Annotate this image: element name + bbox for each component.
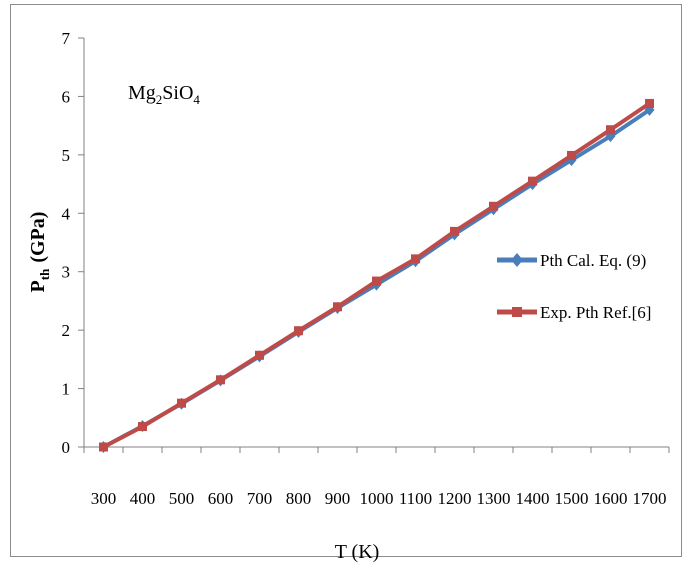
data-point-exp [372,276,381,286]
x-tick-label: 1200 [438,489,472,508]
legend-item-exp[interactable]: Exp. Pth Ref.[6] [497,303,651,322]
x-tick-label: 900 [325,489,351,508]
data-point-exp [255,350,264,360]
y-tick-label: 5 [62,146,71,165]
data-point-exp [99,442,108,452]
x-tick-label: 300 [91,489,117,508]
y-tick-label: 1 [62,380,71,399]
x-tick-label: 1000 [360,489,394,508]
y-tick-label: 0 [62,438,71,457]
x-tick-label: 1400 [516,489,550,508]
chart-frame [10,4,682,557]
legend: Pth Cal. Eq. (9) Exp. Pth Ref.[6] [497,251,651,322]
legend-marker-cal [511,253,523,267]
legend-item-cal[interactable]: Pth Cal. Eq. (9) [497,251,646,270]
data-point-exp [294,326,303,336]
series-layer [98,98,655,453]
data-point-exp [489,201,498,211]
data-point-exp [216,375,225,385]
x-tick-label: 1600 [594,489,628,508]
data-point-exp [411,254,420,264]
x-tick-label: 700 [247,489,273,508]
y-tick-label: 3 [62,263,71,282]
compound-annotation: Mg2SiO4 [128,82,200,107]
y-axis-title: Pth(GPa) [27,212,52,293]
data-point-exp [528,176,537,186]
axes: 0 1 2 3 4 5 6 7 300 400 500 600 700 800 900 1000 1100 120… [62,29,670,508]
x-tick-label: 1100 [399,489,432,508]
x-tick-label: 800 [286,489,312,508]
x-tick-label: 1300 [477,489,511,508]
y-tick-label: 4 [62,204,71,223]
y-tick-label: 2 [62,321,71,340]
x-tick-label: 1700 [633,489,667,508]
data-point-exp [177,398,186,408]
data-point-exp [450,226,459,236]
y-tick-label: 7 [62,29,71,48]
y-tick-label: 6 [62,87,71,106]
legend-label-cal: Pth Cal. Eq. (9) [540,251,646,270]
data-point-exp [606,125,615,135]
x-tick-label: 500 [169,489,195,508]
x-tick-label: 1500 [555,489,589,508]
x-tick-label: 600 [208,489,234,508]
legend-label-exp: Exp. Pth Ref.[6] [540,303,651,322]
data-point-exp [645,98,654,108]
data-point-exp [333,302,342,312]
data-point-exp [567,150,576,160]
x-axis-title: T (K) [335,541,380,563]
x-tick-label: 400 [130,489,156,508]
data-point-exp [138,422,147,432]
legend-marker-exp [512,307,522,317]
